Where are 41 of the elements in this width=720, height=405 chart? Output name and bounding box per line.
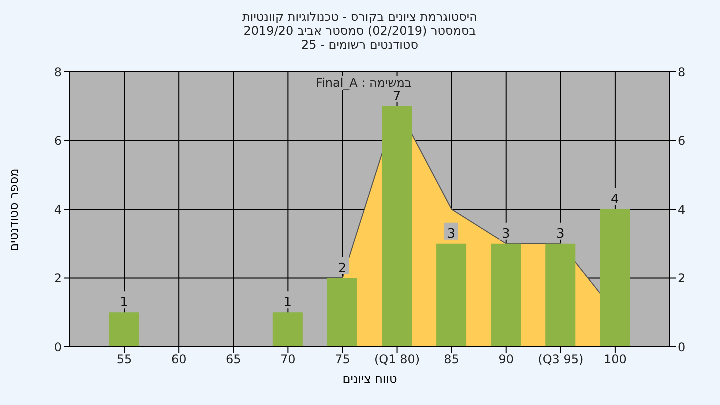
y2-tick-label: 8 (678, 65, 686, 80)
bar (600, 210, 630, 347)
annotation: במשימה : Final_A (314, 76, 414, 90)
data-label: 1 (120, 296, 128, 311)
y2-tick-label: 6 (678, 134, 686, 148)
x-tick-label: 90 (498, 352, 514, 367)
y2-tick-label: 4 (678, 202, 686, 217)
y2-tick-label: 0 (678, 340, 686, 354)
y-tick-label: 8 (54, 65, 62, 80)
x-tick-label: 85 (444, 352, 460, 367)
data-label: 4 (611, 192, 620, 208)
bar (272, 312, 303, 347)
bar (436, 244, 467, 347)
y-tick-label: 6 (54, 134, 62, 148)
y-axis-title: מספר סטודנטים (7, 168, 21, 252)
x-tick-label: 70 (280, 352, 296, 367)
bar (491, 244, 522, 347)
bar (546, 244, 576, 347)
x-axis-title: טווח ציונים (342, 372, 398, 386)
x-tick-label: 65 (226, 352, 242, 367)
x-tick-label: 100 (604, 352, 627, 367)
bar (382, 106, 412, 347)
bar (327, 278, 358, 347)
x-tick-label: 55 (116, 352, 132, 367)
data-label: 7 (392, 89, 402, 104)
y2-tick-label: 2 (678, 272, 686, 286)
y-tick-label: 0 (54, 340, 62, 354)
chart-title: היסטוגרמת ציונים בקורס - טכנולוגיות קוונטיות (242, 10, 478, 24)
x-tick-label: 60 (171, 352, 187, 367)
data-label: 3 (502, 226, 510, 242)
data-label: 1 (284, 296, 292, 311)
y-tick-label: 4 (54, 202, 62, 217)
data-label: 3 (447, 226, 456, 242)
x-tick-label: 75 (335, 352, 350, 367)
bar (109, 312, 140, 347)
data-label: 2 (338, 261, 347, 276)
x-tick-label: (Q1 80) (374, 352, 420, 367)
data-label: 3 (556, 226, 565, 242)
chart-subtitle: בסמסטר (02/2019) סמסטר אביב 2019/20 סטודנטים רשומים - 25 (242, 24, 478, 52)
y-tick-label: 2 (54, 272, 62, 286)
x-tick-label: (Q3 95) (538, 352, 584, 367)
